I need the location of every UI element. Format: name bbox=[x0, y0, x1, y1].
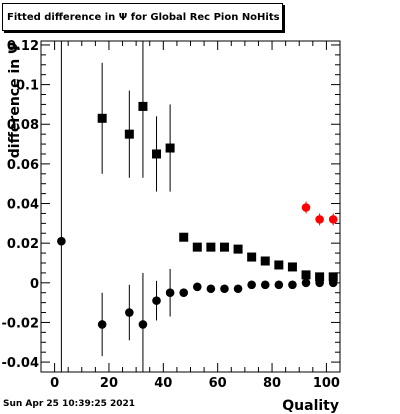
x-tick-label: 100 bbox=[313, 376, 340, 391]
data-point-red bbox=[315, 215, 324, 224]
data-point-circle bbox=[57, 236, 66, 246]
data-point-square bbox=[219, 242, 229, 252]
data-point-square bbox=[328, 272, 338, 282]
plot-frame bbox=[40, 40, 341, 373]
y-axis-label: difference in Ψ bbox=[7, 42, 23, 158]
data-point-circle bbox=[220, 284, 229, 294]
data-point-square bbox=[138, 101, 148, 111]
data-point-circle bbox=[206, 284, 216, 294]
x-tick-label: 20 bbox=[100, 376, 118, 391]
data-point-circle bbox=[260, 280, 270, 290]
data-point-circle bbox=[125, 308, 134, 317]
data-point-red bbox=[328, 215, 338, 224]
x-tick-label: 80 bbox=[263, 376, 281, 391]
x-tick-label: 60 bbox=[209, 376, 227, 391]
data-point-circle bbox=[138, 320, 148, 329]
plot-frame-layer bbox=[40, 40, 341, 373]
data-point-square bbox=[315, 272, 325, 282]
x-tick-label: 0 bbox=[50, 376, 59, 391]
data-point-circle bbox=[179, 288, 189, 298]
y-tick-label: 0.02 bbox=[7, 237, 39, 252]
y-tick-label: 0.06 bbox=[7, 158, 39, 173]
data-point-square bbox=[192, 242, 202, 252]
data-layer bbox=[57, 41, 338, 372]
data-point-square bbox=[152, 149, 162, 159]
y-tick-label: -0.02 bbox=[2, 316, 39, 331]
data-point-square bbox=[124, 129, 134, 139]
chart-title: Fitted difference in Ψ for Global Rec Pi… bbox=[7, 11, 280, 23]
data-point-circle bbox=[274, 280, 284, 290]
data-point-square bbox=[165, 143, 175, 153]
y-tick-label: 0 bbox=[30, 277, 39, 292]
x-tick-label: 40 bbox=[154, 376, 172, 391]
data-point-square bbox=[260, 256, 270, 266]
data-point-circle bbox=[97, 320, 107, 329]
y-tick-label: 0.12 bbox=[7, 39, 39, 54]
y-tick-label: 0.1 bbox=[16, 79, 39, 94]
data-point-circle bbox=[328, 278, 338, 288]
data-point-square bbox=[274, 260, 284, 270]
data-point-circle bbox=[247, 280, 256, 290]
data-point-square bbox=[206, 242, 216, 252]
y-tick-label: 0.04 bbox=[7, 198, 39, 213]
data-point-circle bbox=[315, 278, 324, 288]
data-point-circle bbox=[288, 280, 297, 290]
data-point-red bbox=[301, 203, 311, 212]
data-point-square bbox=[97, 113, 107, 123]
timestamp: Sun Apr 25 10:39:25 2021 bbox=[3, 399, 136, 409]
x-axis-label: Quality bbox=[282, 398, 339, 414]
y-tick-label: 0.08 bbox=[7, 118, 39, 133]
data-point-circle bbox=[165, 288, 175, 298]
data-point-circle bbox=[233, 284, 243, 294]
data-point-circle bbox=[152, 296, 161, 305]
data-point-square bbox=[233, 244, 243, 254]
axes-layer: 0 20 40 60 80 100 -0.04 -0.02 0 0.02 0.04 0.06 0.08 0… bbox=[2, 39, 340, 391]
chart-title-box: Fitted difference in Ψ for Global Rec Pi… bbox=[2, 3, 283, 31]
data-point-square bbox=[247, 252, 257, 262]
data-point-circle bbox=[301, 278, 311, 288]
data-point-circle bbox=[192, 282, 202, 292]
data-point-square bbox=[287, 262, 297, 272]
data-point-square bbox=[179, 232, 189, 242]
y-tick-label: -0.04 bbox=[2, 356, 39, 371]
data-point-square bbox=[301, 270, 311, 280]
